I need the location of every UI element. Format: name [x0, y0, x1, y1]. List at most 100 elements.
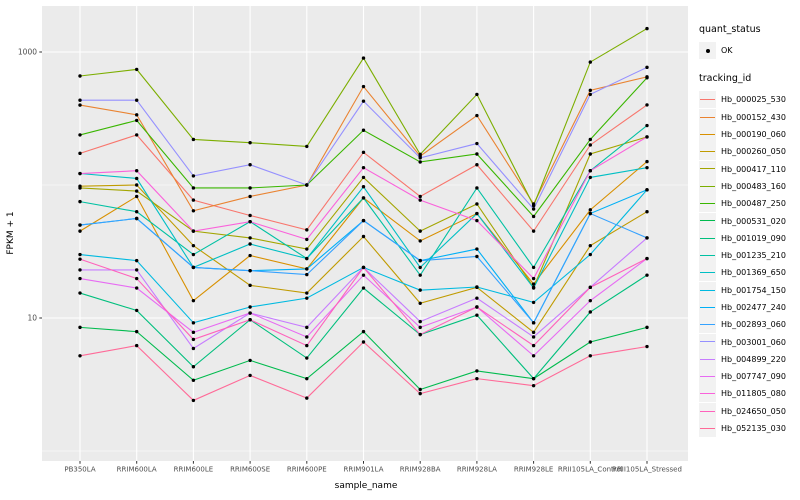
data-point: [475, 296, 479, 300]
data-point: [588, 60, 592, 64]
data-point: [475, 152, 479, 156]
data-point: [588, 137, 592, 142]
data-point: [305, 237, 309, 242]
legend-item-Hb_000260_050: Hb_000260_050: [699, 143, 799, 161]
data-point: [78, 133, 82, 137]
data-point: [135, 118, 139, 123]
data-point: [645, 344, 649, 349]
data-point: [78, 199, 82, 204]
data-point: [191, 330, 196, 335]
data-point: [645, 123, 649, 128]
data-point: [191, 378, 196, 383]
data-point: [361, 56, 366, 60]
data-point: [418, 332, 422, 337]
data-point: [645, 188, 649, 192]
legend-item-label: OK: [721, 46, 733, 56]
data-point: [78, 325, 82, 330]
data-point: [418, 391, 422, 396]
data-point: [418, 239, 422, 243]
legend-item-label: Hb_024650_050: [721, 406, 786, 416]
data-point: [531, 330, 536, 335]
data-point: [645, 209, 649, 214]
line-key-icon: [700, 168, 715, 170]
legend-item-Hb_000487_250: Hb_000487_250: [699, 195, 799, 213]
data-point: [418, 194, 422, 199]
legend-item-label: Hb_004899_220: [721, 354, 786, 364]
data-point: [305, 144, 309, 149]
line-key-icon: [700, 306, 715, 308]
data-point: [645, 76, 649, 80]
legend-title-tracking-id: tracking_id: [699, 73, 752, 85]
data-point: [475, 211, 479, 216]
data-point: [78, 171, 82, 176]
data-point: [475, 369, 479, 373]
legend-item-label: Hb_007747_090: [721, 372, 786, 382]
data-point: [191, 229, 196, 233]
data-point: [418, 160, 422, 164]
data-point: [588, 354, 592, 358]
legend-item-label: Hb_001019_090: [721, 233, 786, 243]
data-point: [78, 103, 82, 107]
data-point: [191, 137, 196, 142]
legend-item-label: Hb_001754_150: [721, 285, 786, 295]
legend-item-label: Hb_000483_160: [721, 181, 786, 191]
x-tick-label: RRIM600LA: [117, 466, 157, 474]
data-point: [418, 325, 422, 330]
data-point: [135, 268, 139, 272]
data-point: [645, 273, 649, 277]
data-point: [588, 152, 592, 156]
legend-item-label: Hb_000025_530: [721, 95, 786, 105]
data-point: [191, 298, 196, 303]
data-point: [248, 283, 252, 288]
data-point: [475, 141, 479, 146]
data-point: [475, 313, 479, 317]
legend-item-label: Hb_011805_080: [721, 389, 786, 399]
legend-key-box: [699, 108, 716, 126]
data-point: [78, 229, 82, 233]
legend-item-label: Hb_000531_020: [721, 216, 786, 226]
data-point: [191, 252, 196, 257]
data-point: [361, 286, 366, 290]
data-point: [135, 286, 139, 290]
legend-key-box: [699, 299, 716, 316]
data-point: [361, 165, 366, 170]
data-point: [78, 74, 82, 78]
data-point: [248, 213, 252, 218]
data-point: [191, 243, 196, 248]
data-point: [248, 358, 252, 363]
data-point: [645, 165, 649, 170]
legend-item-label: Hb_002477_240: [721, 303, 786, 312]
data-point: [191, 365, 196, 369]
legend-key-box: [699, 333, 716, 351]
x-tick-label: RRIM928LE: [514, 466, 554, 474]
legend-key-box: [699, 264, 716, 282]
data-point: [361, 265, 366, 270]
data-point: [191, 198, 196, 202]
data-point: [531, 207, 536, 211]
data-point: [531, 383, 536, 388]
data-point: [361, 273, 366, 277]
data-point: [191, 174, 196, 178]
data-point: [248, 311, 252, 315]
line-key-icon: [700, 358, 715, 360]
legend-item-Hb_024650_050: Hb_024650_050: [699, 402, 799, 420]
data-point: [588, 92, 592, 97]
data-point: [78, 354, 82, 358]
legend-item-ok: OK: [699, 42, 799, 60]
line-key-icon: [700, 237, 715, 239]
data-point: [135, 113, 139, 117]
data-point: [475, 285, 479, 289]
legend-key-box: [699, 160, 716, 178]
x-tick-label: PB350LA: [64, 466, 95, 474]
data-point: [78, 223, 82, 227]
data-point: [475, 186, 479, 190]
legend-item-Hb_000483_160: Hb_000483_160: [699, 177, 799, 195]
data-point: [475, 218, 479, 223]
data-point: [531, 354, 536, 358]
legend-item-label: Hb_000417_110: [721, 164, 786, 174]
data-point: [305, 247, 309, 251]
legend-key-box: [699, 420, 716, 438]
legend-item-label: Hb_000152_430: [721, 112, 786, 122]
data-point: [191, 346, 196, 351]
